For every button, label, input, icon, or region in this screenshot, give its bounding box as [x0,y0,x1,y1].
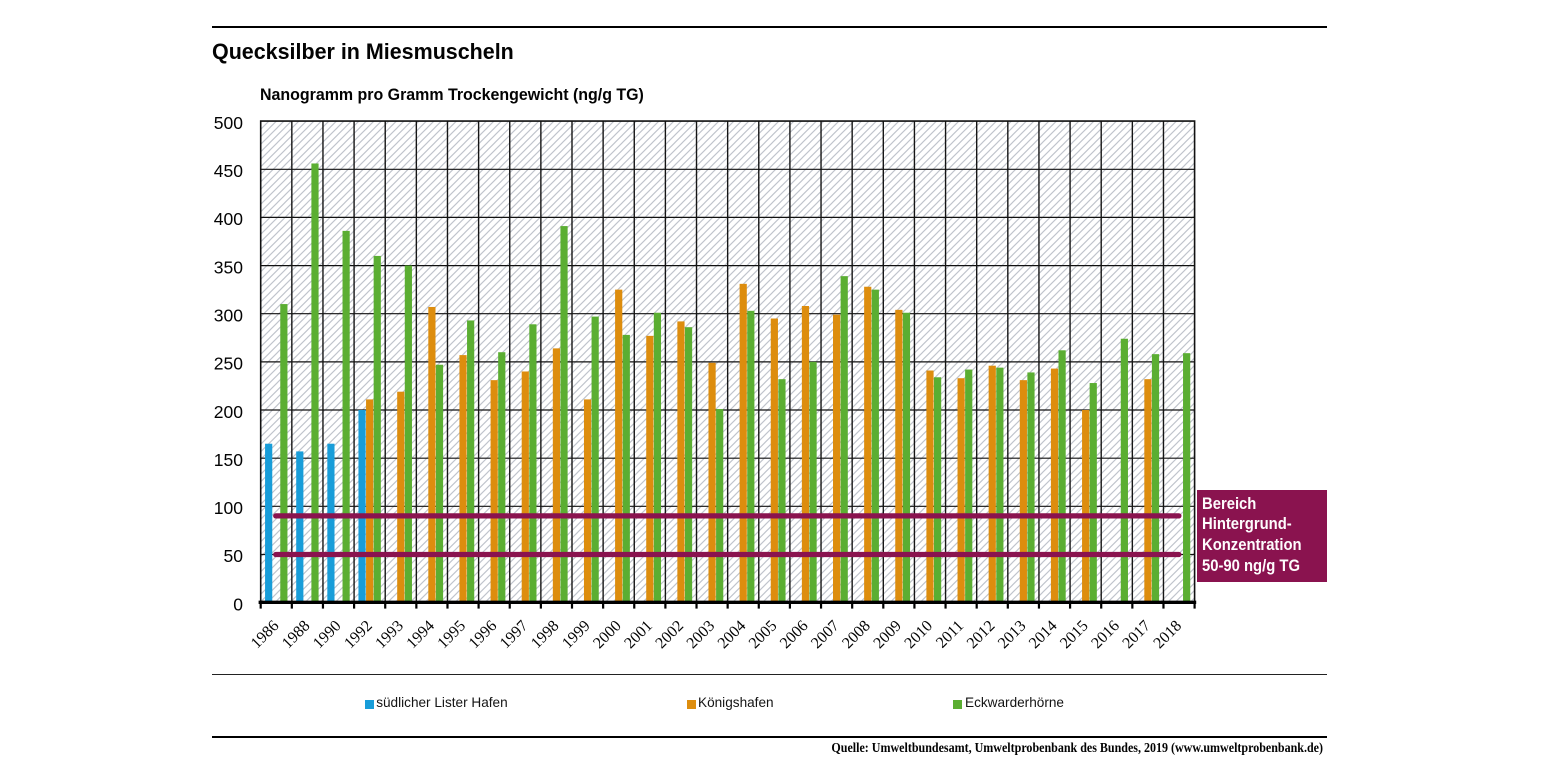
svg-text:2001: 2001 [621,617,656,652]
svg-text:1996: 1996 [466,617,501,652]
svg-text:2015: 2015 [1057,617,1092,652]
svg-text:350: 350 [214,257,243,277]
svg-text:0: 0 [233,594,243,614]
svg-text:1993: 1993 [372,617,407,652]
svg-text:2004: 2004 [715,617,750,652]
svg-text:1999: 1999 [559,617,594,652]
svg-text:450: 450 [214,161,243,181]
svg-text:2000: 2000 [590,617,625,652]
svg-text:1990: 1990 [310,617,345,652]
svg-text:400: 400 [214,209,243,229]
svg-text:1995: 1995 [434,617,469,652]
svg-text:1992: 1992 [341,617,376,652]
svg-text:2003: 2003 [684,617,719,652]
svg-text:2008: 2008 [839,617,874,652]
svg-text:2005: 2005 [746,617,781,652]
svg-text:2018: 2018 [1150,617,1185,652]
svg-text:2013: 2013 [995,617,1030,652]
svg-text:2012: 2012 [964,617,999,652]
svg-text:2007: 2007 [808,617,843,652]
svg-text:500: 500 [214,113,243,133]
svg-text:2006: 2006 [777,617,812,652]
svg-text:1997: 1997 [497,617,532,652]
svg-text:2011: 2011 [933,617,967,651]
svg-text:1986: 1986 [248,617,283,652]
svg-text:1994: 1994 [403,617,438,652]
svg-text:250: 250 [214,354,243,374]
svg-text:2016: 2016 [1088,617,1123,652]
svg-text:150: 150 [214,450,243,470]
svg-text:2002: 2002 [652,617,687,652]
svg-text:300: 300 [214,306,243,326]
svg-text:200: 200 [214,402,243,422]
svg-text:2014: 2014 [1026,617,1061,652]
svg-text:100: 100 [214,498,243,518]
svg-text:2009: 2009 [870,617,905,652]
svg-text:2017: 2017 [1119,617,1154,652]
svg-text:1988: 1988 [279,617,314,652]
svg-text:1998: 1998 [528,617,563,652]
svg-text:50: 50 [224,546,244,566]
svg-text:2010: 2010 [901,617,936,652]
